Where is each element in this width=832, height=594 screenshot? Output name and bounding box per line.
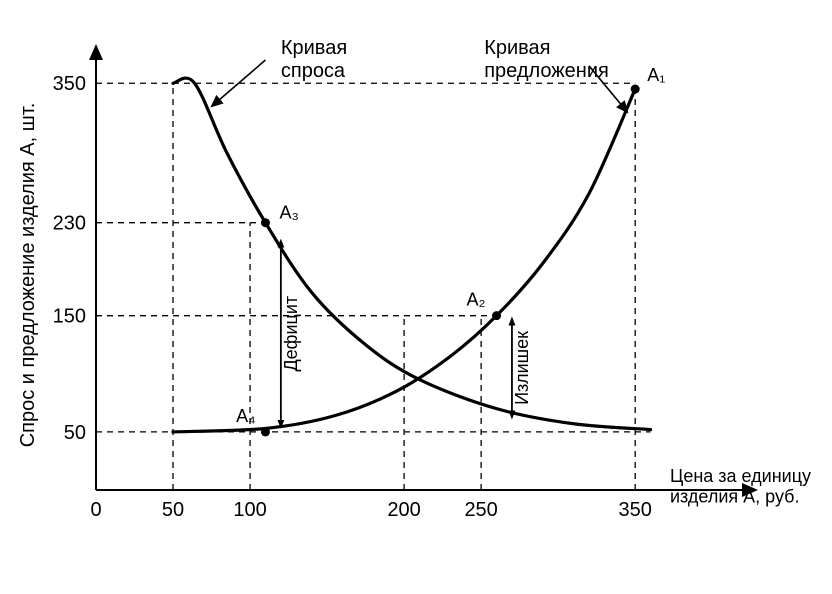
- supply-demand-chart: 0 50 100 200 250 350 50 150 230 350 A₁ A₂ A₃ A₄ Дефици…: [0, 0, 832, 594]
- point-A2: [492, 311, 501, 320]
- x-tick-200: 200: [387, 499, 420, 521]
- x-tick-100: 100: [233, 499, 266, 521]
- point-label-A3: A₃: [279, 203, 298, 223]
- y-axis-title: Спрос и предложение изделия А, шт.: [17, 103, 39, 448]
- deficit-label: Дефицит: [281, 296, 301, 372]
- y-tick-50: 50: [64, 422, 86, 444]
- point-label-A1: A₁: [647, 65, 665, 85]
- x-tick-0: 0: [90, 499, 101, 521]
- x-tick-50: 50: [162, 499, 184, 521]
- point-A1: [631, 85, 640, 94]
- point-label-A2: A₂: [467, 290, 486, 310]
- x-axis-title: Цена за единицуизделия А, руб.: [670, 466, 811, 507]
- x-tick-350: 350: [619, 499, 652, 521]
- supply-curve-label: Криваяпредложения: [484, 37, 609, 82]
- point-label-A4: A₄: [236, 406, 255, 426]
- demand-curve: [173, 78, 651, 429]
- x-tick-250: 250: [464, 499, 497, 521]
- point-A3: [261, 218, 270, 227]
- y-tick-230: 230: [53, 213, 86, 235]
- surplus-label: Излишек: [512, 331, 532, 405]
- demand-curve-label: Криваяспроса: [281, 37, 347, 82]
- supply-curve: [173, 89, 635, 432]
- y-tick-350: 350: [53, 73, 86, 95]
- point-A4: [261, 427, 270, 436]
- y-tick-150: 150: [53, 306, 86, 328]
